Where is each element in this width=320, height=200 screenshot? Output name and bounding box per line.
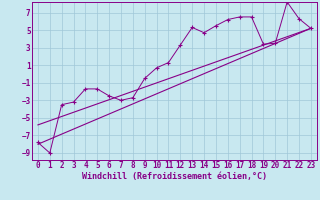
X-axis label: Windchill (Refroidissement éolien,°C): Windchill (Refroidissement éolien,°C)	[82, 172, 267, 181]
